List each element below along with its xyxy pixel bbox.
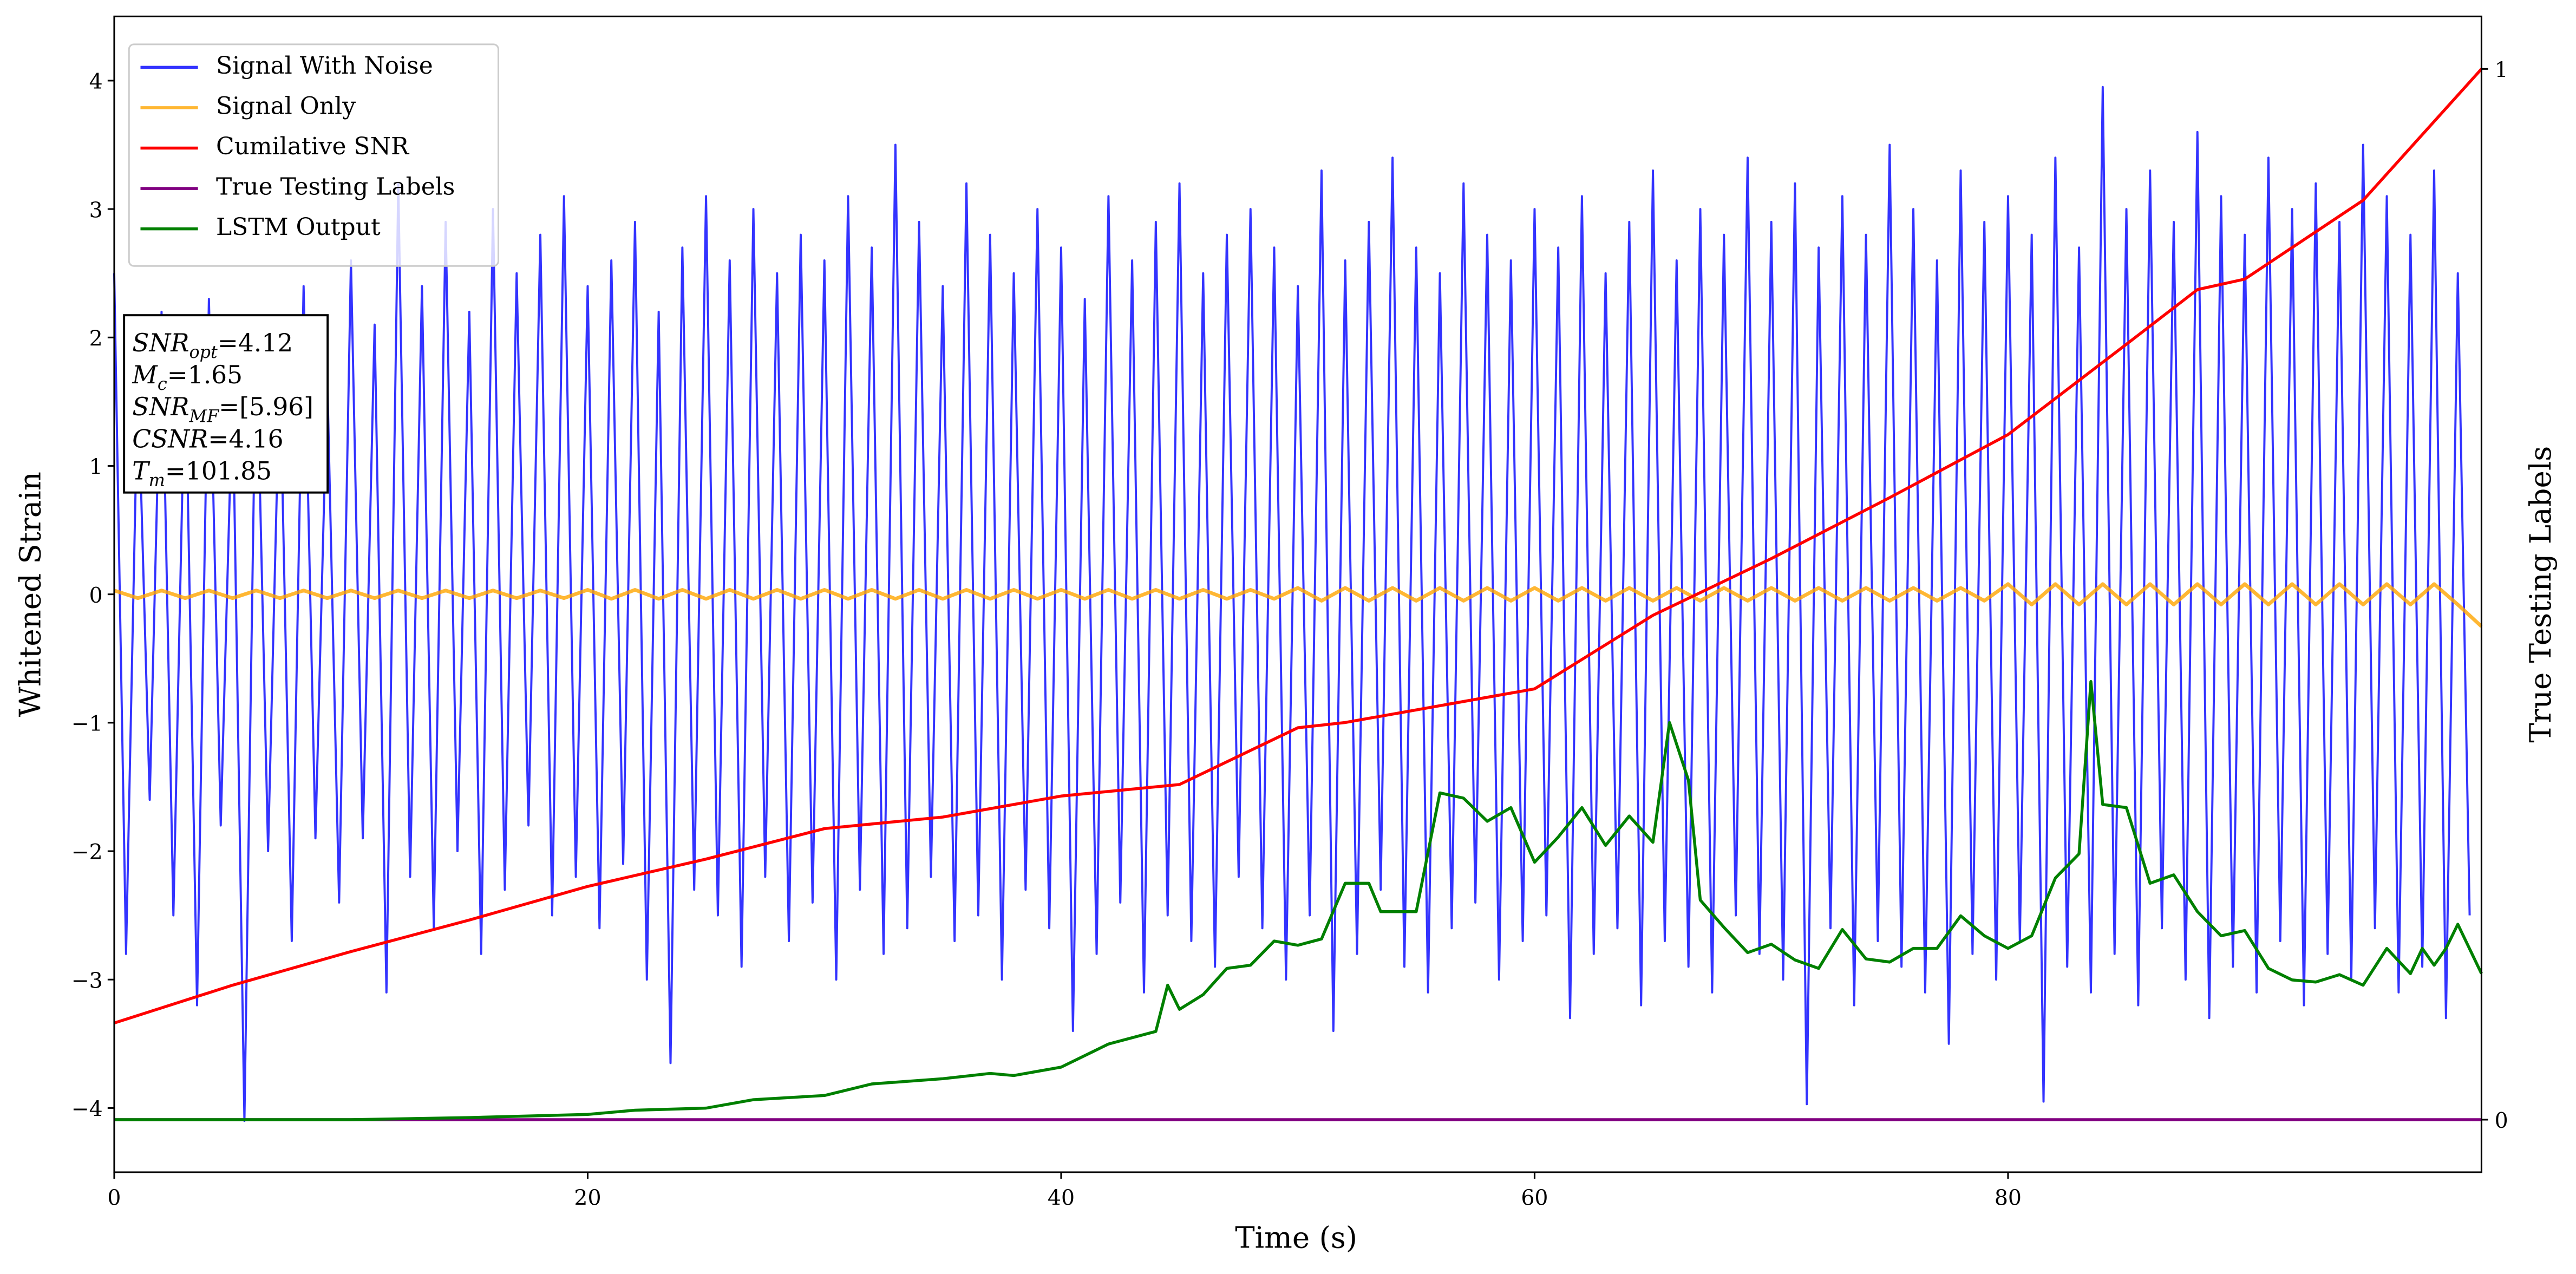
x-axis-label: Time (s) (1235, 1220, 1357, 1255)
x-tick-label: 0 (107, 1186, 121, 1211)
annotation-value: =[5.96] (219, 393, 313, 421)
annotation-symbol: SNR (132, 329, 189, 357)
annotation-value: =4.16 (208, 424, 283, 453)
annotation-symbol: SNR (132, 393, 189, 421)
y2-tick-label: 1 (2495, 58, 2508, 83)
annotation-subscript: c (158, 374, 167, 394)
x-tick-label: 20 (574, 1186, 601, 1211)
legend-frame (128, 43, 500, 267)
series-line (114, 68, 2483, 1025)
legend-label: Cumilative SNR (216, 133, 410, 160)
series-line (113, 86, 2471, 1122)
annotation-symbol: T (132, 456, 151, 485)
y-tick-label: 3 (89, 198, 103, 223)
y-tick-label: −3 (71, 968, 103, 993)
series-line (114, 680, 2483, 1121)
y2-tick-label: 0 (2495, 1108, 2508, 1133)
x-tick-label: 60 (1521, 1186, 1548, 1211)
annotation-line: CSNR=4.16 (132, 424, 283, 453)
legend-label: Signal With Noise (216, 52, 433, 80)
annotation-value: =101.85 (165, 456, 272, 485)
annotation-box: SNRopt=4.12Mc=1.65SNRMF=[5.96]CSNR=4.16T… (123, 314, 329, 494)
x-tick-label: 40 (1048, 1186, 1075, 1211)
y-tick-label: 1 (89, 455, 103, 480)
annotation-subscript: m (149, 470, 165, 491)
legend: Signal With Noise Signal Only Cumilative S… (128, 43, 500, 267)
y-tick-label: 0 (89, 583, 103, 608)
annotation-line: SNRMF=[5.96] (132, 393, 313, 426)
y-tick-label: −1 (71, 711, 103, 736)
series-line (113, 582, 2483, 628)
plot-area (113, 68, 2483, 1122)
y-tick-label: 2 (89, 326, 103, 351)
y-tick-label: 4 (89, 69, 103, 94)
legend-label: Signal Only (216, 92, 356, 120)
annotation-line: SNRopt=4.12 (132, 329, 293, 362)
y2-axis-label: True Testing Labels (2523, 446, 2558, 743)
legend-label: True Testing Labels (216, 173, 455, 201)
x-tick-label: 80 (1995, 1186, 2022, 1211)
y-tick-label: −2 (71, 840, 103, 865)
annotation-subscript: MF (188, 406, 220, 426)
y-axis-label: Whitened Strain (13, 472, 48, 717)
annotation-symbol: M (132, 361, 158, 389)
annotation-line: Mc=1.65 (132, 361, 243, 394)
annotation-subscript: opt (189, 342, 218, 362)
annotation-value: =1.65 (167, 361, 243, 389)
annotation-line: Tm=101.85 (132, 456, 272, 490)
y-tick-label: −4 (71, 1097, 103, 1122)
annotation-value: =4.12 (218, 329, 293, 357)
annotation-frame (123, 314, 329, 494)
legend-label: LSTM Output (216, 213, 381, 241)
annotation-symbol: CSNR (132, 424, 208, 453)
